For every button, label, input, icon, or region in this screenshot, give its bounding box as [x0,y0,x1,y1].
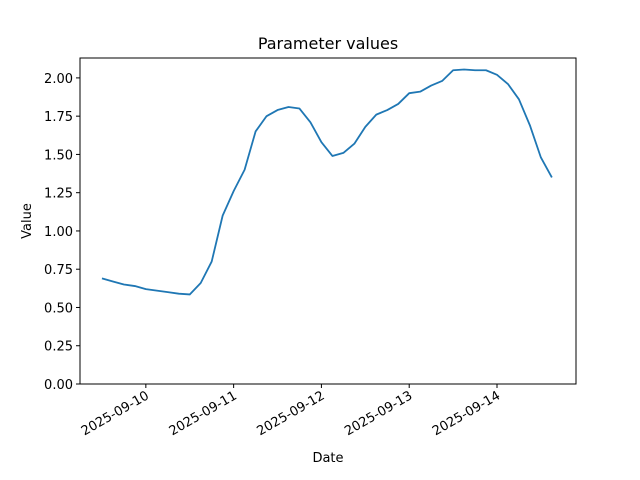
x-tick-label: 2025-09-12 [254,388,327,439]
chart-title: Parameter values [258,34,398,53]
x-axis-label: Date [312,451,343,466]
y-tick-label: 1.00 [44,225,73,240]
x-tick-label: 2025-09-14 [430,388,503,439]
y-tick-label: 0.50 [44,301,73,316]
y-tick-label: 1.50 [44,148,73,163]
y-tick-label: 0.25 [44,340,73,355]
plot-frame [79,57,577,385]
y-tick-label: 1.25 [44,187,73,202]
x-tick-label: 2025-09-10 [79,388,152,439]
y-axis-label: Value [20,203,35,239]
y-tick-label: 0.00 [44,378,73,393]
data-line [101,68,553,296]
y-tick-label: 1.75 [44,110,73,125]
x-tick-label: 2025-09-11 [167,388,240,439]
x-tick-label: 2025-09-13 [342,388,415,439]
y-tick-label: 0.75 [44,263,73,278]
y-tick-label: 2.00 [44,72,73,87]
